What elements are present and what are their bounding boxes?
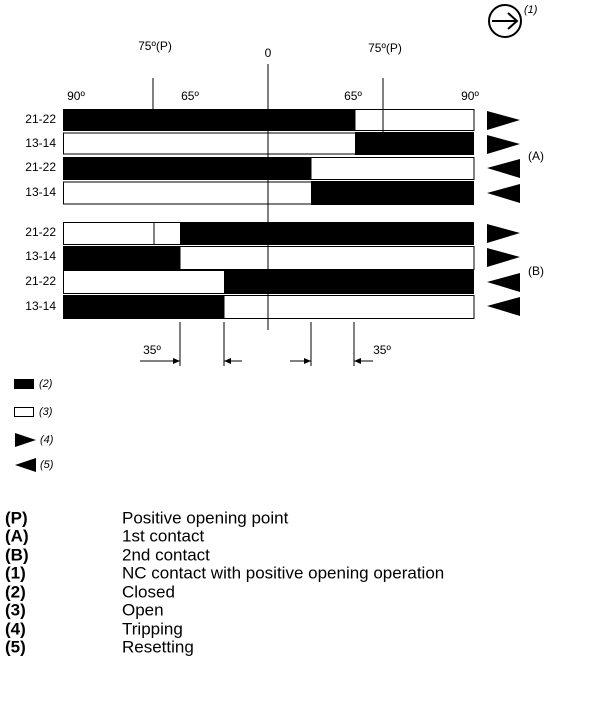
row-label: 21-22 (25, 225, 56, 239)
row-label: 13-14 (25, 249, 56, 263)
scale-label: 90º (67, 89, 85, 103)
icon: (1) (488, 4, 538, 38)
legend-label: (3) (39, 406, 53, 418)
key-code: (3) (5, 600, 26, 619)
scale-label: 65º (181, 89, 199, 103)
direction-arrows (487, 111, 520, 316)
angle-label: 75º(P) (368, 41, 402, 55)
key-text: Positive opening point (122, 508, 289, 527)
offset-label: 35º (373, 343, 391, 357)
key-text: Resetting (122, 637, 194, 656)
key-list: (P) Positive opening point (A) 1st conta… (5, 508, 444, 656)
key-text: NC contact with positive opening operati… (122, 563, 444, 582)
offset-label: 35º (143, 343, 161, 357)
key-code: (1) (5, 563, 26, 582)
row-label: 21-22 (25, 274, 56, 288)
key-code: (4) (5, 619, 26, 638)
key-code: (B) (5, 545, 29, 564)
scale-label: 65º (344, 89, 362, 103)
legend: (2) (3) (4) (5) (14, 378, 54, 472)
key-code: (5) (5, 637, 26, 656)
key-text: Closed (122, 582, 175, 601)
key-code: (A) (5, 526, 29, 545)
angle-label: 75º(P) (138, 39, 172, 53)
group-label: (B) (528, 264, 544, 278)
row-label: 13-14 (25, 136, 56, 150)
key-text: 1st contact (122, 526, 204, 545)
icon-label: (1) (524, 4, 538, 16)
legend-label: (4) (40, 434, 54, 446)
angle-label: 0 (265, 46, 272, 60)
row-label: 13-14 (25, 299, 56, 313)
group-label: (A) (528, 149, 544, 163)
key-text: Tripping (122, 619, 183, 638)
dimension-lines (140, 322, 373, 366)
row-label: 13-14 (25, 185, 56, 199)
legend-label: (5) (40, 459, 54, 471)
scale-label: 90º (461, 89, 479, 103)
row-label: 21-22 (25, 160, 56, 174)
key-text: Open (122, 600, 164, 619)
legend-label: (2) (39, 378, 53, 390)
key-code: (2) (5, 582, 26, 601)
key-code: (P) (5, 508, 28, 527)
bars (63, 109, 475, 319)
key-text: 2nd contact (122, 545, 210, 564)
row-label: 21-22 (25, 112, 56, 126)
